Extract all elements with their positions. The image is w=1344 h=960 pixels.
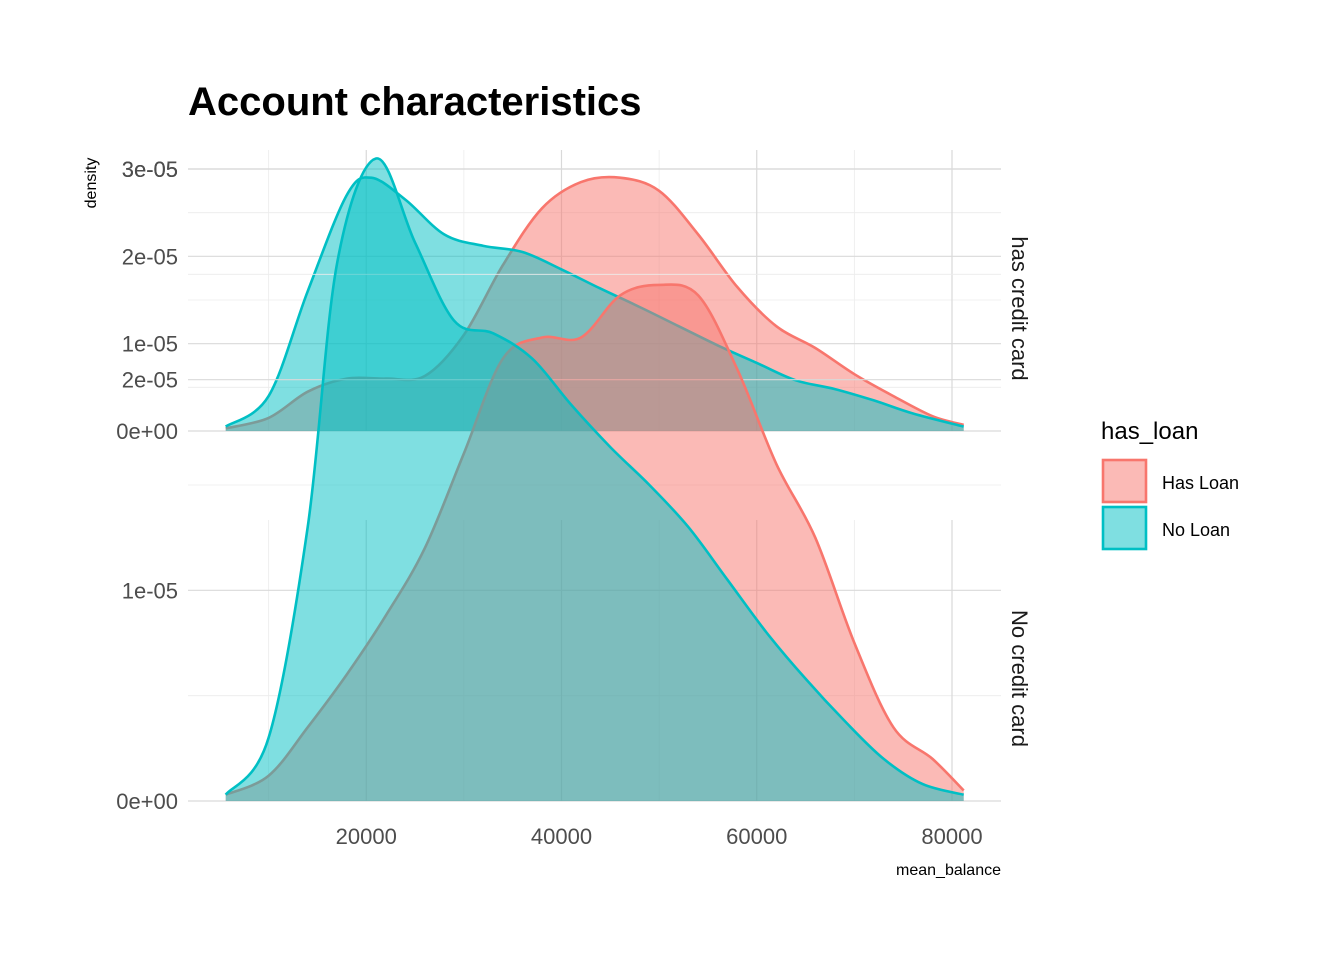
y-tick-label: 2e-05 bbox=[122, 368, 178, 393]
legend-item: No Loan bbox=[1101, 505, 1230, 551]
x-tick-label: 80000 bbox=[921, 824, 982, 849]
y-tick-label: 1e-05 bbox=[122, 578, 178, 603]
chart-title: Account characteristics bbox=[188, 80, 642, 124]
legend-swatch bbox=[1101, 458, 1148, 504]
facet-strip-label: No credit card bbox=[1007, 610, 1032, 747]
no-loan-density-line bbox=[224, 157, 965, 796]
legend-swatch bbox=[1101, 505, 1148, 551]
legend: has_loan Has Loan No Loan bbox=[1101, 418, 1239, 551]
y-tick-label: 0e+00 bbox=[116, 789, 178, 814]
x-tick-label: 60000 bbox=[726, 824, 787, 849]
legend-title: has_loan bbox=[1101, 418, 1198, 445]
no-loan-density-line bbox=[224, 176, 965, 428]
x-tick-label: 40000 bbox=[531, 824, 592, 849]
legend-label: No Loan bbox=[1162, 520, 1230, 540]
y-tick-label: 0e+00 bbox=[116, 419, 178, 444]
y-tick-label: 2e-05 bbox=[122, 244, 178, 269]
y-tick-label: 3e-05 bbox=[122, 157, 178, 182]
no-loan-density-area bbox=[225, 158, 964, 801]
x-axis-label: mean_balance bbox=[896, 862, 1001, 879]
x-tick-label: 20000 bbox=[336, 824, 397, 849]
y-tick-label: 3e-05 bbox=[122, 157, 178, 182]
facet-panel: 0e+00 1e-05 2e-05 3e-05 No credit card bbox=[116, 157, 1032, 814]
legend-item: Has Loan bbox=[1101, 458, 1239, 504]
legend-label: Has Loan bbox=[1162, 473, 1239, 493]
facet-strip-label: has credit card bbox=[1007, 236, 1032, 380]
y-tick-label: 1e-05 bbox=[122, 332, 178, 357]
y-axis-label: density bbox=[83, 158, 100, 209]
x-axis: 20000 40000 60000 80000 bbox=[336, 824, 983, 849]
